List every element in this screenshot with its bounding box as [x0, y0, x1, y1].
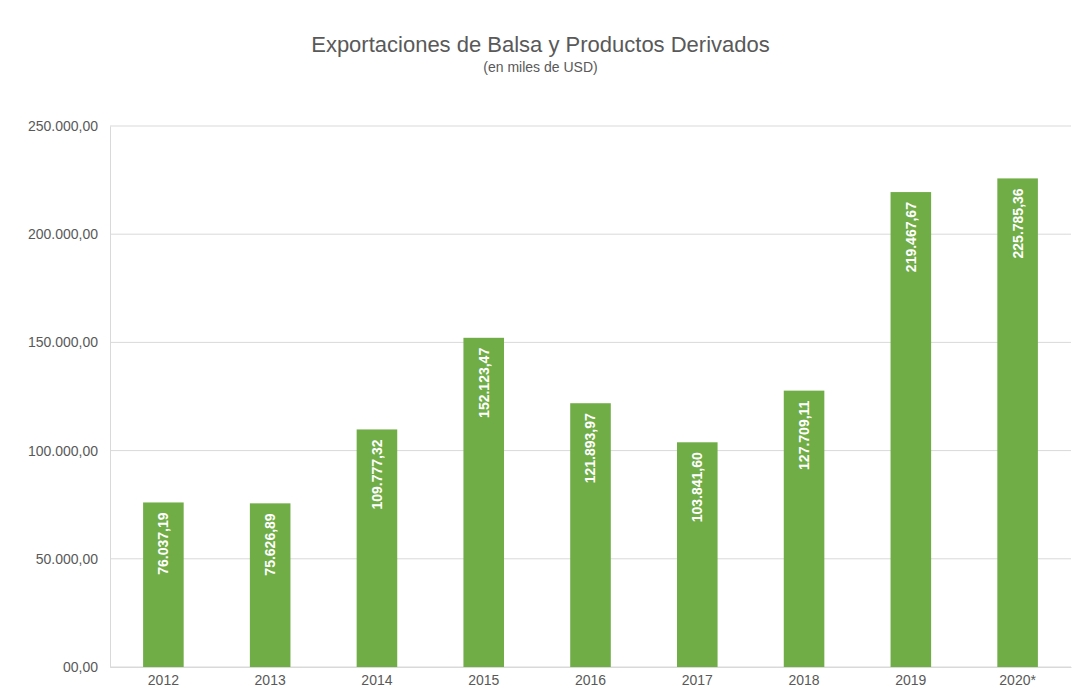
y-tick: 100.000,00	[28, 443, 110, 459]
x-tick: 2014	[361, 667, 392, 688]
bar	[677, 442, 718, 667]
bar	[250, 503, 291, 667]
data-label: 127.709,11	[796, 400, 812, 470]
x-tick-label: 2018	[788, 672, 819, 688]
x-tick: 2019	[895, 667, 926, 688]
data-label: 152.123,47	[476, 348, 492, 418]
bar	[784, 391, 825, 667]
data-label: 76.037,19	[155, 512, 171, 574]
grid	[110, 126, 1071, 667]
x-tick: 2016	[575, 667, 606, 688]
x-tick-label: 2017	[682, 672, 713, 688]
y-tick: 250.000,00	[28, 118, 110, 134]
y-axis: 00,00 50.000,00 100.000,00 150.000,00 200.00…	[28, 118, 111, 675]
bar	[463, 338, 504, 667]
x-tick: 2017	[682, 667, 713, 688]
y-tick: 00,00	[63, 659, 110, 675]
subtitle: (en miles de USD)	[483, 59, 597, 75]
y-tick-label: 200.000,00	[28, 226, 98, 242]
data-labels: 76.037,19 75.626,89 109.777,32 152.123,47 12…	[155, 188, 1025, 575]
data-label: 225.785,36	[1010, 188, 1026, 258]
x-axis: 2012 2013 2014 2015 2016 2017 2018 2019 2020*	[111, 667, 1072, 688]
bar	[143, 502, 184, 667]
grid-line	[110, 126, 1071, 127]
data-label: 109.777,32	[369, 439, 385, 509]
y-tick-label: 100.000,00	[28, 443, 98, 459]
bar	[357, 429, 398, 667]
y-tick-label: 150.000,00	[28, 334, 98, 350]
bar	[997, 178, 1038, 667]
data-label: 103.841,60	[689, 452, 705, 522]
y-tick-label: 50.000,00	[36, 551, 98, 567]
y-axis-line	[110, 127, 111, 668]
y-tick: 200.000,00	[28, 226, 110, 242]
y-tick: 50.000,00	[36, 551, 110, 567]
x-axis-line	[111, 667, 1072, 668]
y-tick-label: 00,00	[63, 659, 98, 675]
x-tick-label: 2020*	[999, 672, 1036, 688]
y-tick: 150.000,00	[28, 334, 110, 350]
x-tick: 2013	[255, 667, 286, 688]
bar	[570, 403, 611, 667]
x-tick: 2018	[788, 667, 819, 688]
bar	[891, 192, 932, 667]
x-tick-label: 2013	[255, 672, 286, 688]
x-tick-label: 2014	[361, 672, 392, 688]
x-tick-label: 2019	[895, 672, 926, 688]
bars	[143, 178, 1038, 667]
data-label: 75.626,89	[262, 513, 278, 575]
x-tick: 2020*	[999, 667, 1036, 688]
x-tick: 2015	[468, 667, 499, 688]
x-tick-label: 2012	[148, 672, 179, 688]
title: Exportaciones de Balsa y Productos Deriv…	[311, 32, 770, 57]
plot: 00,00 50.000,00 100.000,00 150.000,00 200.00…	[28, 118, 1072, 688]
x-tick-label: 2016	[575, 672, 606, 688]
chart: 00,00 50.000,00 100.000,00 150.000,00 200.00…	[0, 0, 1081, 698]
x-tick: 2012	[148, 667, 179, 688]
y-tick-label: 250.000,00	[28, 118, 98, 134]
x-tick-label: 2015	[468, 672, 499, 688]
data-label: 219.467,67	[903, 202, 919, 272]
data-label: 121.893,97	[582, 413, 598, 483]
